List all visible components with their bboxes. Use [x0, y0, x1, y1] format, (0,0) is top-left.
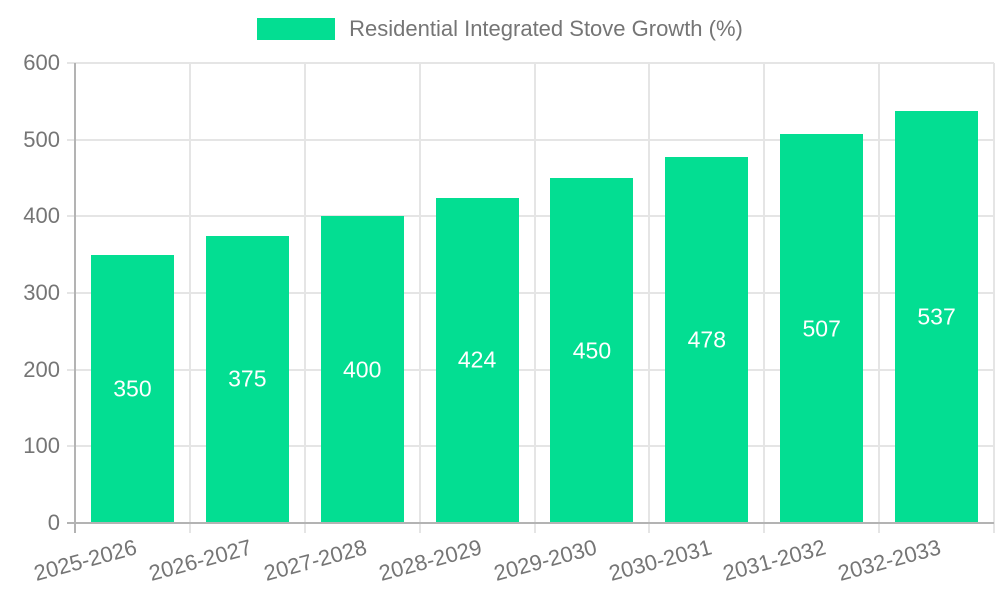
- x-axis-tick: [993, 523, 995, 533]
- bar-value-label: 375: [228, 365, 267, 392]
- x-axis-tick: [648, 523, 651, 533]
- y-axis-tick-label: 300: [23, 280, 60, 305]
- x-gridline: [993, 63, 995, 523]
- y-axis-tick: [67, 62, 75, 64]
- x-gridline: [533, 63, 536, 523]
- x-axis-tick: [763, 523, 766, 533]
- x-axis-tick-label: 2030-2031: [605, 534, 714, 586]
- y-axis-tick: [67, 292, 75, 294]
- x-axis-tick-label: 2031-2032: [720, 534, 829, 586]
- legend-color-swatch: [257, 18, 336, 40]
- y-axis-tick-label: 600: [23, 50, 60, 75]
- legend-label: Residential Integrated Stove Growth (%): [349, 16, 743, 41]
- y-axis-tick-label: 0: [47, 510, 60, 535]
- x-axis-tick-label: 2028-2029: [376, 534, 485, 586]
- y-axis-tick: [67, 138, 75, 141]
- x-axis-tick-label: 2025-2026: [31, 534, 140, 586]
- bar[interactable]: [665, 156, 749, 523]
- x-axis-tick: [418, 523, 421, 533]
- y-axis-tick-label: 100: [23, 433, 60, 459]
- x-gridline: [418, 63, 421, 523]
- y-axis-tick: [67, 368, 75, 371]
- bar[interactable]: [550, 178, 634, 523]
- x-axis-tick-label: 2027-2028: [261, 534, 370, 586]
- y-axis-tick-label: 400: [23, 203, 60, 229]
- bar-value-label: 478: [687, 326, 726, 353]
- x-gridline: [648, 63, 651, 523]
- x-axis-tick-label: 2032-2033: [835, 534, 944, 586]
- bar[interactable]: [205, 235, 289, 523]
- x-axis-tick: [303, 523, 306, 533]
- bar[interactable]: [895, 111, 979, 523]
- x-gridline: [303, 63, 306, 523]
- legend-item[interactable]: Residential Integrated Stove Growth (%): [257, 16, 743, 42]
- bar[interactable]: [435, 197, 519, 523]
- bar-value-label: 400: [343, 356, 382, 383]
- bar-value-label: 450: [572, 337, 612, 363]
- y-axis-tick-label: 500: [23, 126, 60, 152]
- bar-value-label: 350: [113, 375, 152, 402]
- y-axis-tick: [67, 215, 75, 218]
- chart-legend: Residential Integrated Stove Growth (%): [0, 16, 1000, 42]
- x-gridline: [878, 63, 881, 523]
- x-axis-tick: [878, 523, 881, 533]
- bar-value-label: 424: [457, 346, 497, 373]
- bar-value-label: 537: [917, 303, 956, 330]
- bar[interactable]: [780, 134, 864, 523]
- x-gridline: [188, 63, 191, 523]
- x-axis-tick-label: 2026-2027: [146, 534, 255, 586]
- x-axis-tick: [188, 523, 191, 533]
- bar[interactable]: [320, 216, 404, 523]
- bar[interactable]: [90, 254, 174, 523]
- x-axis-line: [67, 522, 994, 524]
- y-axis-line: [74, 63, 76, 533]
- x-axis-tick-label: 2029-2030: [490, 534, 600, 586]
- x-gridline: [763, 63, 766, 523]
- bar-value-label: 507: [802, 315, 841, 342]
- y-axis-tick: [67, 445, 75, 448]
- x-axis-tick: [533, 523, 536, 533]
- y-axis-tick-label: 200: [23, 356, 60, 382]
